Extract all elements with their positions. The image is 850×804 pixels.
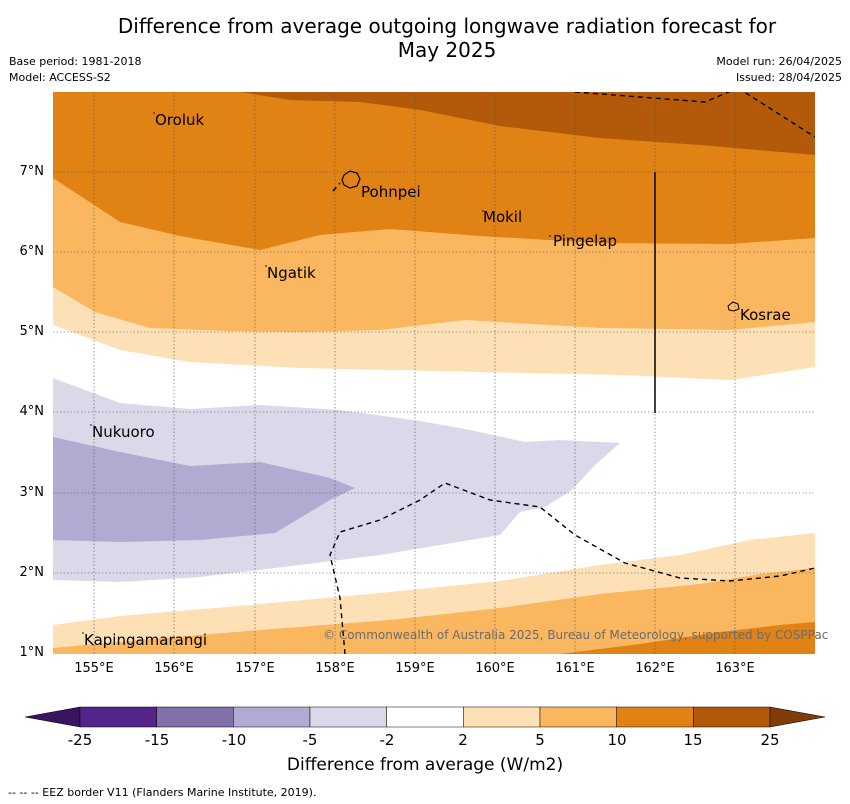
chart-title: Difference from average outgoing longwav… bbox=[0, 14, 850, 62]
colorbar-swatch bbox=[79, 706, 157, 728]
pohnpei-island-outline bbox=[341, 170, 361, 189]
colorbar-swatch bbox=[233, 706, 311, 728]
band-5-to-10-south bbox=[53, 568, 815, 654]
place-label-pingelap: Pingelap bbox=[553, 232, 618, 250]
colorbar-tick-label: 25 bbox=[760, 731, 780, 749]
colorbar-swatch bbox=[539, 706, 617, 728]
place-label-ngatik: Ngatik bbox=[267, 264, 316, 282]
eez-border bbox=[329, 92, 815, 654]
lat-label-2n: 2°N bbox=[19, 565, 45, 580]
lat-label-7n: 7°N bbox=[19, 164, 45, 179]
lon-label-160e: 160°E bbox=[475, 661, 515, 676]
band-15-to-25-north bbox=[240, 92, 815, 155]
colorbar-swatch bbox=[616, 706, 694, 728]
lat-label-6n: 6°N bbox=[19, 244, 45, 259]
base-period: Base period: 1981-2018 bbox=[9, 55, 142, 68]
band-10-to-15-south bbox=[560, 622, 815, 654]
colorbar-extend-high bbox=[769, 706, 826, 728]
colorbar-boxes bbox=[79, 706, 771, 728]
meta-right: Model run: 26/04/2025 Issued: 28/04/2025 bbox=[716, 54, 842, 86]
lat-label-4n: 4°N bbox=[19, 404, 45, 419]
meta-left: Base period: 1981-2018 Model: ACCESS-S2 bbox=[9, 54, 141, 86]
kosrae-island-outline bbox=[727, 301, 740, 312]
lat-label-1n: 1°N bbox=[19, 645, 45, 660]
colorbar-tick-label: 5 bbox=[535, 731, 545, 749]
place-label-mokil: Mokil bbox=[483, 208, 523, 226]
colorbar-extend-low bbox=[24, 706, 81, 728]
place-label-oroluk: Oroluk bbox=[155, 111, 205, 129]
lat-label-3n: 3°N bbox=[19, 485, 45, 500]
nukuoro-marker bbox=[90, 424, 92, 426]
lon-label-157e: 157°E bbox=[235, 661, 275, 676]
colorbar-label: Difference from average (W/m2) bbox=[286, 755, 564, 775]
colorbar-tick-label: 15 bbox=[683, 731, 703, 749]
colorbar-tick-label: 2 bbox=[458, 731, 468, 749]
model-name: Model: ACCESS-S2 bbox=[9, 71, 111, 84]
colorbar-tick-label: -10 bbox=[221, 731, 247, 749]
colorbar-tick-label: -25 bbox=[67, 731, 93, 749]
colorbar-swatch bbox=[156, 706, 234, 728]
colorbar-swatch bbox=[463, 706, 541, 728]
pingelap-marker bbox=[549, 235, 551, 237]
colorbar-tick-label: -5 bbox=[302, 731, 318, 749]
colorbar-swatch bbox=[386, 706, 464, 728]
lon-label-162e: 162°E bbox=[635, 661, 675, 676]
eez-line-north bbox=[574, 92, 815, 138]
colorbar-swatch bbox=[693, 706, 771, 728]
band-minus10-to-minus5 bbox=[53, 437, 355, 542]
place-label-kosrae: Kosrae bbox=[740, 306, 791, 324]
lon-label-161e: 161°E bbox=[555, 661, 595, 676]
ngatik-marker bbox=[265, 265, 267, 267]
lon-label-163e: 163°E bbox=[715, 661, 755, 676]
colorbar-tick-label: 10 bbox=[607, 731, 627, 749]
colorbar-tick-label: -15 bbox=[144, 731, 170, 749]
title-line-2: May 2025 bbox=[397, 38, 497, 62]
colorbar-ticks: -25 -15 -10 -5 -2 2 5 10 15 25 bbox=[0, 731, 850, 751]
eez-line-south bbox=[329, 482, 815, 654]
map-fields bbox=[53, 92, 815, 654]
oroluk-marker bbox=[153, 112, 155, 114]
lon-label-158e: 158°E bbox=[315, 661, 355, 676]
kapingamarangi-marker bbox=[82, 632, 84, 634]
mokil-marker bbox=[482, 210, 484, 212]
lon-label-159e: 159°E bbox=[395, 661, 435, 676]
lon-label-156e: 156°E bbox=[154, 661, 194, 676]
place-label-pohnpei: Pohnpei bbox=[361, 183, 421, 201]
colorbar-tick-label: -2 bbox=[379, 731, 395, 749]
lat-label-5n: 5°N bbox=[19, 324, 45, 339]
copyright-notice: © Commonwealth of Australia 2025, Bureau… bbox=[323, 628, 829, 642]
colorbar bbox=[24, 706, 826, 728]
eez-line-pohnpei bbox=[332, 182, 341, 192]
atoll-markers bbox=[82, 112, 551, 634]
eez-footnote: -- -- -- EEZ border V11 (Flanders Marine… bbox=[8, 786, 317, 799]
place-label-kapingamarangi: Kapingamarangi bbox=[84, 631, 208, 649]
colorbar-swatch bbox=[309, 706, 387, 728]
model-run: Model run: 26/04/2025 bbox=[716, 55, 842, 68]
place-label-nukuoro: Nukuoro bbox=[92, 423, 155, 441]
lon-label-155e: 155°E bbox=[74, 661, 114, 676]
graticule bbox=[53, 92, 815, 654]
issued-date: Issued: 28/04/2025 bbox=[735, 71, 842, 84]
title-line-1: Difference from average outgoing longwav… bbox=[117, 14, 777, 38]
